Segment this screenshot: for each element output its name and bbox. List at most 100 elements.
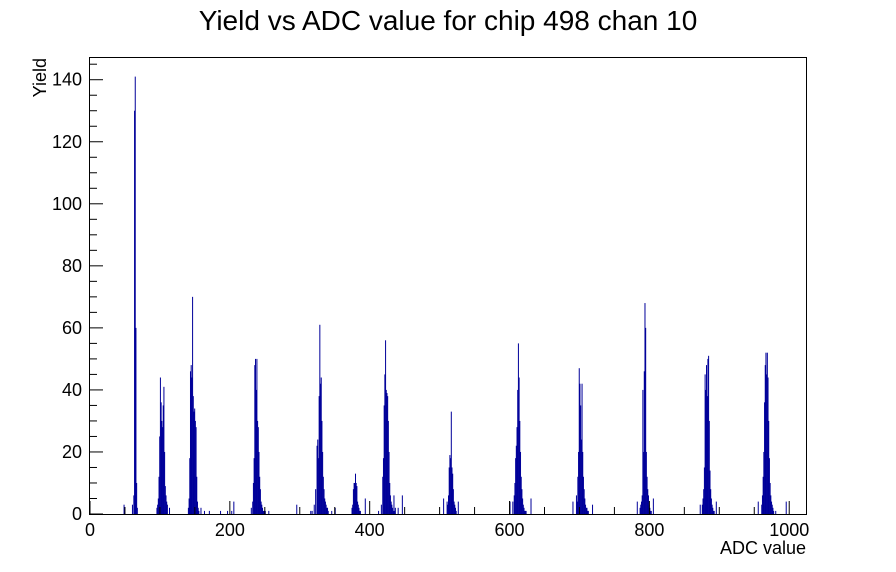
histogram-bar <box>355 482 357 514</box>
histogram-bar <box>580 405 582 514</box>
y-axis: 0 20 40 60 80 100 120 140 <box>52 63 103 524</box>
histogram-bar <box>315 489 317 514</box>
histogram-bar <box>193 411 195 514</box>
histogram-bar <box>322 451 324 514</box>
histogram-bar <box>189 458 191 514</box>
histogram-bar <box>227 510 229 514</box>
histogram-bar <box>517 389 519 514</box>
histogram-bar <box>254 365 256 514</box>
histogram-bar <box>652 498 654 514</box>
histogram-bar <box>387 420 389 514</box>
histogram-bar <box>644 303 646 514</box>
histogram-bar <box>257 427 259 514</box>
histogram-bar <box>260 501 262 514</box>
x-tick-label: 800 <box>634 520 664 540</box>
x-tick-label: 200 <box>215 520 245 540</box>
histogram-bar <box>393 495 395 514</box>
histogram-bar <box>785 501 787 514</box>
histogram-bar <box>394 507 396 514</box>
histogram-bar <box>640 504 642 514</box>
histogram-bar <box>710 489 712 514</box>
histogram-bar <box>321 420 323 514</box>
histogram-bar <box>200 507 202 514</box>
histogram-bar <box>397 507 399 514</box>
histogram-bar <box>771 504 773 514</box>
histogram-bar <box>131 504 133 514</box>
histogram-bar <box>522 498 524 514</box>
histogram-bar <box>163 386 165 514</box>
histogram-bar <box>457 501 459 514</box>
histogram-bar <box>709 470 711 514</box>
histogram-bar <box>766 352 768 514</box>
histogram-bar <box>647 489 649 514</box>
histogram-bar <box>583 489 585 514</box>
histogram-bar <box>134 110 136 514</box>
histogram-bar <box>715 501 717 514</box>
histogram-bar <box>713 510 714 514</box>
histogram-bar <box>449 455 451 514</box>
histogram-bar <box>575 495 577 514</box>
histogram-bar <box>761 504 763 514</box>
histogram-bar <box>763 451 765 514</box>
histogram-bar <box>233 501 235 514</box>
histogram-bar <box>189 371 191 514</box>
histogram-bar <box>134 76 136 515</box>
histogram-bar <box>762 476 764 514</box>
histogram-bar <box>577 476 579 514</box>
histogram-bar <box>320 383 322 514</box>
histogram-bar <box>585 507 587 514</box>
histogram-bar <box>352 489 354 514</box>
histogram-bar <box>192 396 194 514</box>
histogram-bar <box>708 420 710 514</box>
histogram-bar <box>394 510 396 514</box>
histogram-bar <box>318 396 320 514</box>
histogram-bar <box>191 377 193 514</box>
histogram-bar <box>450 458 452 514</box>
histogram-bar <box>640 501 642 514</box>
histogram-bar <box>516 427 518 514</box>
histogram-bar <box>578 368 580 514</box>
histogram-bar <box>192 296 194 514</box>
histogram-bar <box>380 504 382 514</box>
histogram-bar <box>711 504 713 514</box>
histogram-bar <box>187 507 189 514</box>
histogram-bar <box>524 510 526 514</box>
histogram-bar <box>255 389 257 514</box>
histogram-bar <box>355 473 356 514</box>
histogram-bar <box>636 501 638 514</box>
chart-title: Yield vs ADC value for chip 498 chan 10 <box>199 5 698 36</box>
histogram-bar <box>296 504 298 514</box>
histogram-bar <box>316 445 318 514</box>
y-tick-label: 100 <box>52 194 82 214</box>
histogram-bar <box>166 501 168 514</box>
histogram-bar <box>391 504 393 514</box>
histogram-bar <box>258 451 260 514</box>
histogram-bar <box>450 411 452 514</box>
histogram-bar <box>587 510 589 514</box>
histogram-bar <box>354 482 356 514</box>
histogram-bar <box>582 451 584 514</box>
histogram-bar <box>707 358 709 514</box>
histogram-bar <box>703 467 705 514</box>
histogram-bar <box>133 495 135 514</box>
histogram-bar <box>160 402 162 514</box>
histogram-bar <box>448 495 449 514</box>
histogram-bar <box>383 405 385 514</box>
histogram-bar <box>324 498 326 514</box>
histogram-bar <box>447 504 449 514</box>
histogram-bar <box>356 486 358 514</box>
histogram-bar <box>166 504 168 514</box>
histogram-bar <box>157 498 159 514</box>
histogram-bar <box>520 476 522 514</box>
histogram-bar <box>578 451 580 514</box>
histogram-bar <box>382 458 384 514</box>
histogram-bar <box>324 501 326 514</box>
histogram-bar <box>378 510 380 514</box>
histogram-bar <box>159 436 161 514</box>
histogram-bar <box>772 507 774 514</box>
histogram-bar <box>231 510 233 514</box>
histogram-bar <box>331 510 333 514</box>
histogram-bar <box>327 510 329 514</box>
x-tick-label: 600 <box>495 520 525 540</box>
